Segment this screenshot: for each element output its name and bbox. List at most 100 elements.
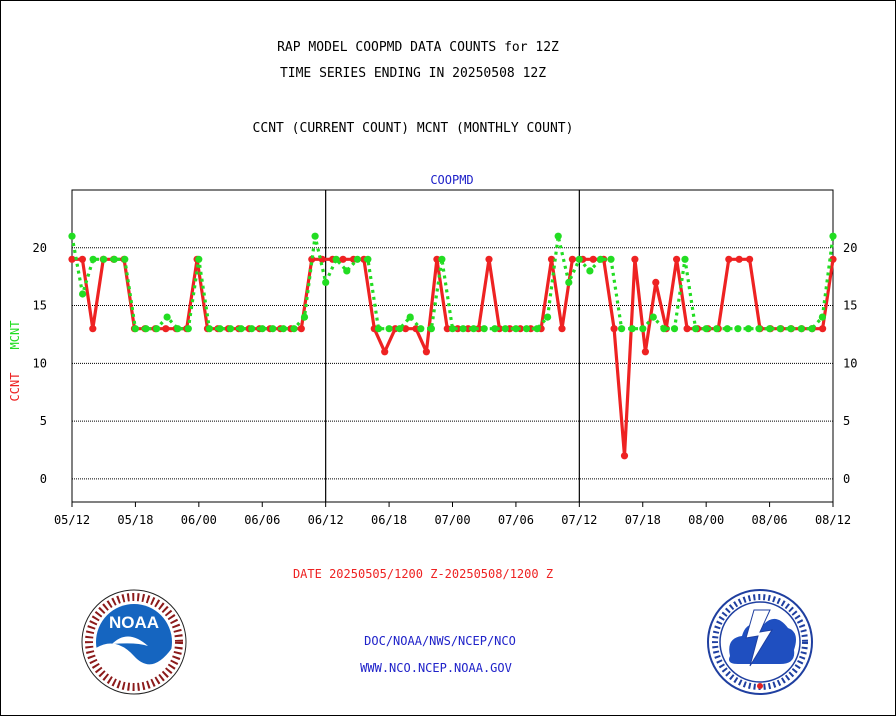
- data-point-mcnt: [448, 325, 457, 333]
- data-point-mcnt: [575, 255, 583, 263]
- series-line-ccnt: [72, 257, 835, 458]
- data-point-mcnt: [385, 325, 393, 333]
- data-point-mcnt: [459, 325, 467, 333]
- y-tick-label-right: 15: [843, 299, 857, 313]
- data-point-mcnt: [131, 325, 139, 333]
- data-point-ccnt: [558, 325, 566, 333]
- data-point-ccnt: [735, 255, 743, 263]
- x-tick-label: 06/00: [181, 513, 217, 527]
- plot-area: 0 0 5 5 10 10 15 15 20 20 05/12 05/18 06/00 06/06 06/1…: [33, 189, 857, 527]
- y-tick-label-left: 0: [40, 472, 47, 486]
- data-point-mcnt: [427, 325, 435, 333]
- data-point-mcnt: [248, 325, 256, 333]
- nws-logo: [707, 589, 813, 695]
- data-point-ccnt: [381, 348, 389, 356]
- data-point-ccnt: [725, 255, 733, 263]
- data-point-mcnt: [776, 325, 784, 333]
- data-point-mcnt: [396, 325, 404, 333]
- x-tick-label: 05/18: [117, 513, 153, 527]
- noaa-logo: NOAA: [81, 589, 187, 695]
- x-tick-label: 08/06: [752, 513, 788, 527]
- data-point-mcnt: [332, 255, 340, 263]
- data-point-mcnt: [110, 255, 118, 263]
- data-point-mcnt: [89, 255, 97, 263]
- data-point-mcnt: [163, 313, 171, 321]
- data-point-ccnt: [162, 325, 170, 333]
- data-point-mcnt: [79, 290, 87, 298]
- data-point-mcnt: [713, 325, 721, 333]
- data-point-mcnt: [311, 232, 319, 240]
- data-point-ccnt: [819, 325, 827, 333]
- y-label-mcnt: MCNT: [8, 321, 22, 350]
- data-point-ccnt: [547, 255, 556, 263]
- data-point-mcnt: [544, 313, 552, 321]
- data-point-mcnt: [226, 325, 235, 333]
- data-point-mcnt: [406, 313, 414, 321]
- data-point-ccnt: [78, 255, 86, 263]
- data-point-mcnt: [501, 325, 509, 333]
- x-tick-label: 07/12: [561, 513, 597, 527]
- x-tick-label: 07/00: [434, 513, 470, 527]
- data-point-mcnt: [533, 325, 541, 333]
- data-point-ccnt: [620, 452, 629, 460]
- data-point-mcnt: [374, 325, 383, 333]
- y-tick-label-right: 10: [843, 356, 857, 370]
- title-line1: RAP MODEL COOPMD DATA COUNTS for 12Z: [277, 40, 559, 55]
- data-point-ccnt: [68, 255, 76, 263]
- data-point-mcnt: [670, 325, 679, 333]
- data-point-mcnt: [184, 325, 192, 333]
- data-point-mcnt: [723, 325, 731, 333]
- data-point-mcnt: [269, 325, 277, 333]
- data-point-ccnt: [433, 255, 441, 263]
- plot-border: [71, 189, 834, 503]
- data-point-mcnt: [290, 325, 298, 333]
- data-point-mcnt: [618, 325, 626, 333]
- data-point-mcnt: [586, 267, 594, 275]
- y-tick-label-left: 5: [40, 414, 47, 428]
- data-point-mcnt: [438, 255, 446, 263]
- x-tick-label: 08/12: [815, 513, 851, 527]
- noaa-logo-text: NOAA: [109, 613, 159, 632]
- data-point-mcnt: [734, 325, 742, 333]
- y-label-ccnt: CCNT: [8, 373, 22, 402]
- data-point-mcnt: [491, 325, 499, 333]
- data-point-mcnt: [649, 313, 657, 321]
- y-tick-label-right: 0: [843, 472, 850, 486]
- data-point-ccnt: [610, 325, 618, 333]
- y-tick-label-left: 10: [33, 356, 47, 370]
- data-point-mcnt: [300, 313, 309, 321]
- x-tick-label: 06/18: [371, 513, 407, 527]
- data-point-mcnt: [153, 325, 161, 333]
- data-point-mcnt: [797, 325, 805, 333]
- data-point-mcnt: [512, 325, 520, 333]
- data-point-mcnt: [121, 255, 129, 263]
- data-point-ccnt: [746, 255, 754, 263]
- data-point-mcnt: [755, 325, 763, 333]
- y-tick-label-left: 15: [33, 299, 47, 313]
- data-point-mcnt: [744, 325, 753, 333]
- data-point-mcnt: [829, 232, 837, 240]
- data-point-mcnt: [364, 255, 372, 263]
- data-point-mcnt: [100, 255, 108, 263]
- data-point-ccnt: [631, 255, 639, 263]
- data-point-ccnt: [443, 325, 451, 333]
- data-point-mcnt: [68, 232, 76, 240]
- data-point-mcnt: [216, 325, 224, 333]
- data-point-mcnt: [343, 267, 351, 275]
- x-tick-label: 08/00: [688, 513, 724, 527]
- data-point-ccnt: [339, 255, 347, 263]
- data-point-mcnt: [639, 325, 647, 333]
- data-point-mcnt: [808, 325, 816, 333]
- y-axis-label: CCNT MCNT: [8, 321, 22, 402]
- data-point-mcnt: [258, 325, 266, 333]
- data-point-mcnt: [470, 325, 478, 333]
- data-point-ccnt: [464, 325, 472, 333]
- data-point-ccnt: [652, 278, 660, 286]
- footer-line1: DOC/NOAA/NWS/NCEP/NCO: [364, 634, 516, 648]
- data-point-mcnt: [174, 325, 182, 333]
- data-point-ccnt: [485, 255, 493, 263]
- data-point-ccnt: [673, 255, 681, 263]
- data-point-mcnt: [480, 325, 488, 333]
- data-point-mcnt: [322, 278, 330, 286]
